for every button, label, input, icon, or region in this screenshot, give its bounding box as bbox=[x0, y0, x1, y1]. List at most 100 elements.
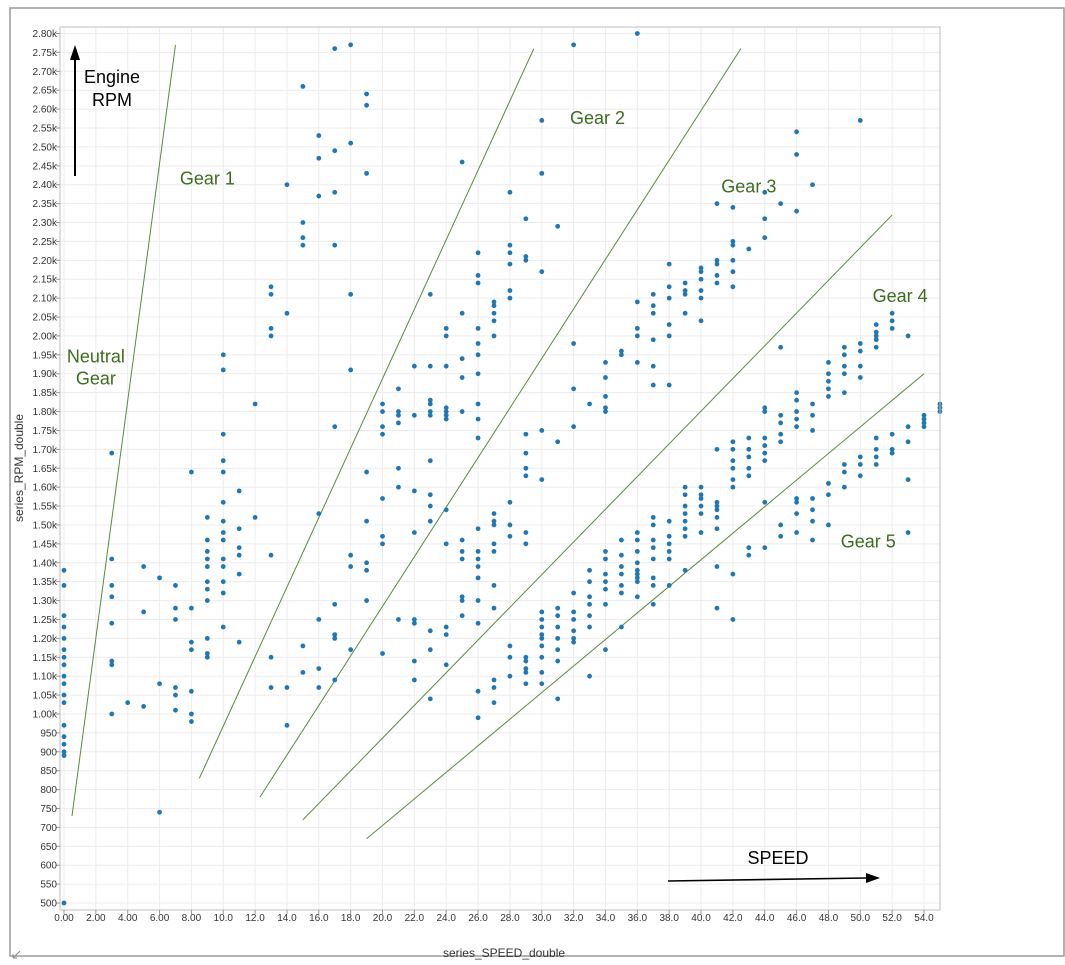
data-point bbox=[634, 567, 640, 573]
data-point bbox=[332, 424, 338, 430]
data-point bbox=[220, 564, 226, 569]
data-point bbox=[666, 541, 672, 547]
data-point bbox=[507, 673, 513, 679]
data-point bbox=[714, 273, 720, 278]
data-point bbox=[523, 541, 529, 547]
y-tick-label: 950 bbox=[40, 728, 57, 739]
speed-arrow-head-icon bbox=[866, 873, 880, 883]
data-point bbox=[459, 159, 465, 165]
data-point bbox=[587, 567, 592, 573]
gear-boundary-line bbox=[259, 48, 742, 798]
data-point bbox=[427, 412, 433, 418]
resize-handle-icon[interactable] bbox=[12, 950, 21, 959]
data-point bbox=[61, 583, 67, 588]
data-point bbox=[173, 685, 178, 690]
y-tick-label: 2.35k bbox=[33, 199, 58, 210]
data-point bbox=[905, 333, 911, 339]
data-point bbox=[619, 583, 624, 588]
data-point bbox=[61, 692, 67, 698]
data-point bbox=[491, 522, 497, 528]
data-point bbox=[778, 201, 784, 207]
data-point bbox=[284, 310, 290, 316]
gear-annotations: Gear 1 Gear 2 Gear 3 Gear 4 Gear 5 Neutral Gea… bbox=[67, 108, 928, 551]
data-point bbox=[539, 477, 545, 482]
data-point bbox=[141, 564, 147, 569]
x-tick-label: 20.0 bbox=[373, 913, 393, 924]
data-point bbox=[539, 170, 545, 176]
data-point bbox=[682, 503, 688, 509]
data-point bbox=[268, 552, 274, 558]
y-tick-label: 2.25k bbox=[33, 237, 58, 248]
data-point bbox=[778, 344, 784, 350]
data-point bbox=[730, 439, 736, 445]
data-point bbox=[204, 598, 210, 603]
data-point bbox=[794, 424, 799, 430]
gear-label: Gear 4 bbox=[873, 286, 928, 306]
y-tick-label: 2.80k bbox=[33, 29, 58, 40]
data-point bbox=[778, 439, 784, 445]
data-point bbox=[794, 416, 799, 422]
data-point bbox=[921, 424, 927, 430]
data-point bbox=[634, 333, 640, 339]
data-point bbox=[634, 530, 640, 535]
y-tick-label: 2.15k bbox=[33, 275, 58, 286]
data-point bbox=[762, 409, 768, 414]
data-point bbox=[364, 598, 369, 603]
data-point bbox=[539, 269, 545, 275]
data-point bbox=[682, 533, 688, 539]
data-point bbox=[189, 469, 194, 475]
data-point bbox=[746, 473, 752, 479]
data-point bbox=[698, 318, 704, 324]
data-point bbox=[475, 435, 481, 441]
x-tick-label: 0.00 bbox=[54, 913, 74, 924]
data-point bbox=[762, 405, 768, 411]
data-point bbox=[714, 446, 720, 452]
data-point bbox=[794, 152, 799, 157]
data-point bbox=[682, 310, 688, 316]
data-point bbox=[316, 617, 322, 622]
data-point bbox=[873, 435, 879, 441]
data-point bbox=[332, 635, 338, 641]
data-point bbox=[475, 250, 481, 256]
data-point bbox=[571, 424, 577, 430]
data-point bbox=[714, 257, 720, 263]
data-point bbox=[475, 352, 481, 358]
data-point bbox=[459, 598, 465, 603]
data-point bbox=[475, 280, 481, 286]
x-axis-title: series_SPEED_double bbox=[443, 946, 565, 960]
data-point bbox=[523, 216, 529, 222]
data-point bbox=[730, 239, 736, 244]
gear-label-line: Gear bbox=[76, 368, 116, 388]
data-point bbox=[794, 511, 799, 517]
data-point bbox=[220, 624, 226, 630]
data-point bbox=[491, 310, 497, 316]
data-point bbox=[698, 269, 704, 275]
data-point bbox=[762, 216, 768, 222]
data-point bbox=[316, 666, 322, 672]
data-point bbox=[523, 654, 529, 660]
data-point bbox=[236, 526, 242, 532]
data-point bbox=[650, 310, 656, 316]
data-point bbox=[857, 462, 863, 467]
y-tick-label: 2.30k bbox=[33, 218, 58, 229]
data-point bbox=[316, 685, 322, 690]
data-point bbox=[778, 533, 784, 539]
data-point bbox=[857, 473, 863, 479]
data-point bbox=[603, 405, 608, 411]
data-point bbox=[459, 613, 465, 619]
data-point bbox=[650, 291, 656, 297]
data-point bbox=[619, 352, 624, 358]
data-point bbox=[650, 514, 656, 520]
data-point bbox=[603, 601, 608, 607]
data-point bbox=[189, 719, 194, 724]
data-point bbox=[443, 363, 449, 369]
data-point bbox=[539, 635, 545, 641]
data-point bbox=[380, 541, 385, 547]
data-point bbox=[905, 439, 911, 445]
y-tick-label: 1.40k bbox=[33, 558, 58, 569]
data-point bbox=[603, 549, 608, 554]
data-point bbox=[332, 148, 338, 154]
data-point bbox=[587, 401, 592, 407]
data-point bbox=[571, 639, 577, 645]
data-point bbox=[332, 189, 338, 195]
